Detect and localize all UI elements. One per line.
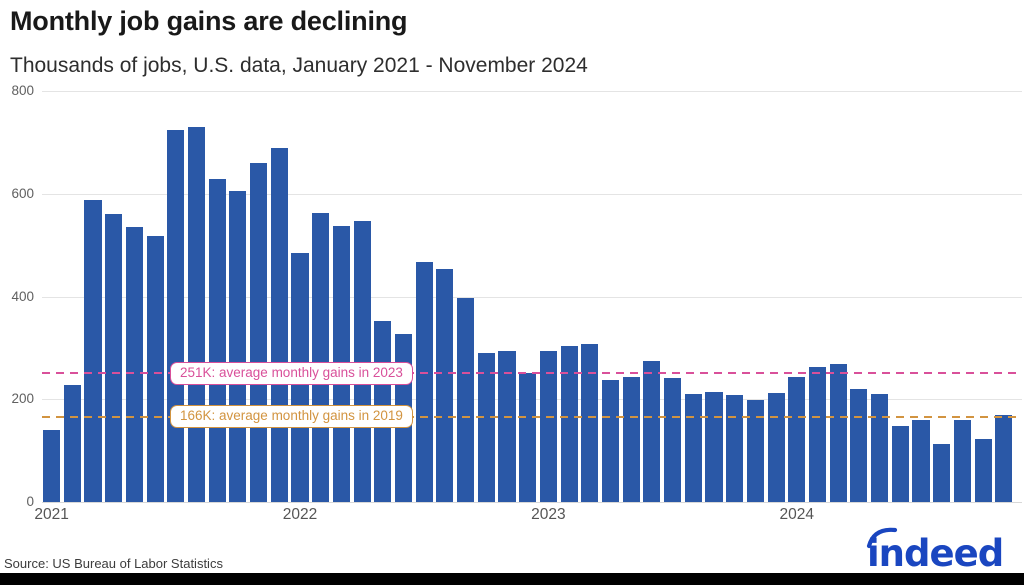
bar-oct-2024	[974, 438, 992, 502]
bar-apr-2021	[105, 214, 123, 502]
x-axis-tick-2021: 2021	[34, 506, 69, 523]
y-axis-tick-400: 400	[11, 288, 34, 304]
bar-dec-2021	[270, 147, 288, 502]
bar-sep-2024	[953, 419, 971, 502]
bar-dec-2023	[767, 392, 785, 502]
bar-dec-2022	[519, 372, 537, 502]
bar-jan-2024	[788, 377, 806, 502]
reference-line-251k	[42, 372, 1022, 375]
gridline-800	[42, 91, 1022, 92]
bar-sep-2022	[457, 298, 475, 502]
bar-jul-2022	[415, 262, 433, 502]
bar-jan-2021	[43, 430, 61, 502]
bar-nov-2024	[995, 414, 1013, 502]
indeed-swoosh-icon	[866, 527, 898, 549]
bar-may-2021	[125, 226, 143, 502]
bar-sep-2021	[208, 178, 226, 502]
y-axis-tick-800: 800	[11, 83, 34, 98]
bar-nov-2021	[250, 162, 268, 502]
indeed-logo: indeed	[862, 525, 1012, 575]
bar-oct-2022	[477, 353, 495, 502]
reference-label-251k: 251K: average monthly gains in 2023	[170, 361, 413, 385]
bar-aug-2024	[933, 444, 951, 502]
bar-aug-2023	[684, 393, 702, 502]
bar-jul-2024	[912, 420, 930, 502]
bar-feb-2023	[560, 346, 578, 502]
chart-title: Monthly job gains are declining	[10, 6, 408, 36]
bar-apr-2023	[601, 380, 620, 502]
bar-jan-2023	[539, 350, 557, 502]
bottom-bar	[0, 573, 1024, 585]
y-axis-tick-0: 0	[26, 494, 34, 509]
bar-oct-2023	[726, 395, 744, 502]
reference-label-166k: 166K: average monthly gains in 2019	[170, 405, 413, 429]
indeed-wordmark: indeed	[867, 532, 1003, 571]
bar-may-2024	[871, 393, 889, 502]
gridline-600	[42, 193, 1022, 195]
bar-nov-2022	[498, 351, 516, 502]
x-axis-tick-2023: 2023	[531, 506, 566, 523]
bar-aug-2021	[187, 126, 206, 502]
x-axis-tick-2022: 2022	[282, 506, 318, 523]
bar-mar-2023	[581, 344, 599, 502]
bar-nov-2023	[746, 400, 764, 502]
bar-aug-2022	[436, 268, 454, 502]
plot-area: 251K: average monthly gains in 2023 166K:…	[42, 91, 1022, 503]
bar-jun-2021	[146, 236, 164, 502]
reference-line-166k	[42, 415, 1022, 418]
bar-may-2023	[622, 377, 640, 502]
bar-jul-2023	[664, 377, 682, 502]
chart-subtitle: Thousands of jobs, U.S. data, January 20…	[10, 54, 588, 77]
bar-jun-2024	[891, 426, 909, 502]
y-axis-tick-600: 600	[11, 185, 34, 201]
x-axis-tick-2024: 2024	[779, 506, 815, 523]
gridline-0	[42, 502, 1022, 503]
bar-jul-2021	[167, 130, 185, 502]
gridline-400	[42, 296, 1022, 298]
y-axis-tick-200: 200	[11, 391, 34, 407]
bar-feb-2021	[63, 384, 81, 502]
bar-sep-2023	[705, 392, 723, 502]
bar-oct-2021	[229, 191, 247, 502]
indeed-logo-svg: indeed	[866, 527, 1004, 575]
bar-mar-2021	[84, 200, 102, 502]
bar-feb-2022	[312, 213, 330, 502]
bar-feb-2024	[808, 366, 827, 502]
bar-jun-2023	[643, 360, 661, 502]
bar-mar-2024	[829, 364, 847, 502]
source-note: Source: US Bureau of Labor Statistics	[4, 556, 223, 571]
bar-apr-2024	[850, 388, 868, 502]
